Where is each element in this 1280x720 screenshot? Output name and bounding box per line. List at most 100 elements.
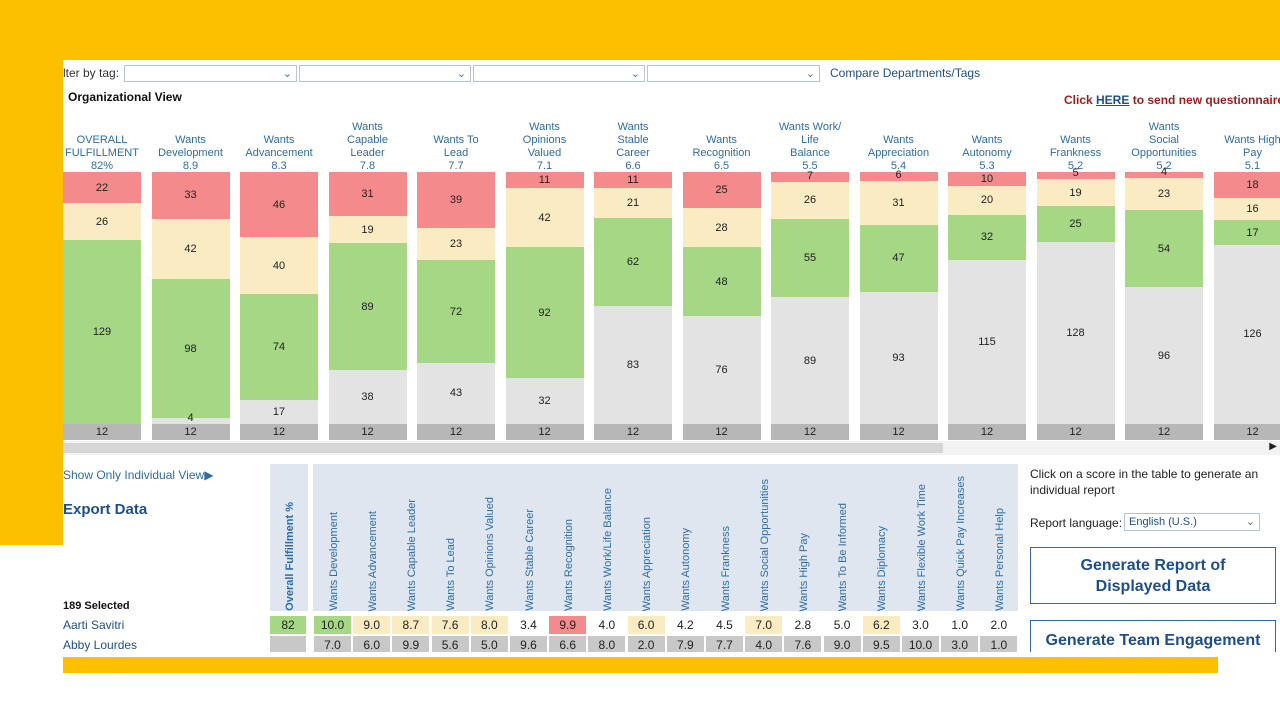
bar-segment-green[interactable]: 32 xyxy=(948,214,1026,261)
bar-segment-yellow[interactable]: 26 xyxy=(63,203,141,241)
compare-departments-link[interactable]: Compare Departments/Tags xyxy=(830,66,981,80)
scroll-right-icon[interactable]: ▶ xyxy=(1269,441,1277,452)
bar-segment-green[interactable]: 89 xyxy=(328,243,407,370)
score-cell[interactable]: 2.8 xyxy=(784,616,822,634)
score-cell[interactable]: 5.0 xyxy=(470,636,508,652)
bar-segment-green[interactable]: 129 xyxy=(63,240,141,424)
score-column-header[interactable]: Wants Capable Leader xyxy=(392,464,431,611)
score-cell[interactable]: 9.5 xyxy=(862,636,900,652)
scrollbar-thumb[interactable] xyxy=(63,443,943,453)
bar-segment-gray[interactable]: 96 xyxy=(1125,287,1203,424)
score-cell[interactable]: 9.9 xyxy=(392,636,430,652)
bar-segment-green[interactable]: 47 xyxy=(859,224,938,292)
score-column-header[interactable]: Wants Opinions Valued xyxy=(471,464,510,611)
bar-segment-green[interactable]: 74 xyxy=(240,294,318,400)
score-cell[interactable]: 7.9 xyxy=(666,636,704,652)
column-header[interactable]: Wants Stable Career 6.6 xyxy=(588,121,678,173)
bar-segment-red[interactable]: 4 xyxy=(1125,166,1203,178)
bar-segment-green[interactable]: 54 xyxy=(1125,210,1203,288)
score-column-header[interactable]: Wants To Be Informed xyxy=(824,464,863,611)
employee-name[interactable]: Aarti Savitri xyxy=(63,618,125,632)
overall-fulfillment-cell[interactable]: 82 xyxy=(270,616,306,634)
bar-segment-red[interactable]: 5 xyxy=(1036,167,1115,180)
tag-filter-dropdown-2[interactable]: ⌄ xyxy=(299,65,471,82)
bar-segment-yellow[interactable]: 16 xyxy=(1213,197,1280,221)
score-cell[interactable]: 8.0 xyxy=(588,636,626,652)
bar-segment-green[interactable]: 98 xyxy=(151,278,230,419)
score-cell[interactable]: 4.2 xyxy=(666,616,704,634)
bar-segment-yellow[interactable]: 23 xyxy=(417,227,495,261)
overall-fulfillment-cell[interactable] xyxy=(270,636,306,652)
bar-segment-gray[interactable]: 43 xyxy=(417,362,495,424)
score-cell[interactable]: 7.6 xyxy=(431,616,469,634)
bar-segment-gray[interactable]: 76 xyxy=(682,315,761,424)
column-header[interactable]: Wants Opinions Valued 7.1 xyxy=(500,121,590,173)
score-column-header[interactable]: Wants Work/Life Balance xyxy=(588,464,627,611)
bar-segment-yellow[interactable]: 19 xyxy=(328,216,407,244)
column-header[interactable]: Wants Social Opportunities 5.2 xyxy=(1119,121,1209,173)
bar-segment-yellow[interactable]: 19 xyxy=(1036,179,1115,207)
score-column-header[interactable]: Wants Diplomacy xyxy=(863,464,902,611)
tag-filter-dropdown-3[interactable]: ⌄ xyxy=(473,65,645,82)
score-cell[interactable]: 9.9 xyxy=(549,616,587,634)
score-cell[interactable]: 8.0 xyxy=(470,616,508,634)
column-header[interactable]: Wants Appreciation 5.4 xyxy=(854,134,944,173)
bar-segment-yellow[interactable]: 42 xyxy=(151,218,230,279)
bar-segment-gray[interactable]: 4 xyxy=(151,412,230,424)
column-header[interactable]: Wants Work/Life Balance 5.5 xyxy=(765,121,855,173)
bar-segment-red[interactable]: 10 xyxy=(948,172,1026,187)
bar-segment-red[interactable]: 33 xyxy=(151,172,230,219)
column-header[interactable]: Wants Recognition 6.5 xyxy=(677,134,767,173)
bar-segment-red[interactable]: 46 xyxy=(240,172,318,238)
score-cell[interactable]: 9.6 xyxy=(510,636,547,652)
bar-segment-gray[interactable]: 115 xyxy=(948,260,1026,424)
bar-segment-yellow[interactable]: 28 xyxy=(682,207,761,248)
bar-segment-gray[interactable]: 17 xyxy=(240,399,318,424)
score-cell[interactable]: 1.0 xyxy=(941,616,979,634)
bar-segment-red[interactable]: 31 xyxy=(328,172,407,217)
report-language-select[interactable]: English (U.S.) ⌄ xyxy=(1124,513,1260,531)
bar-segment-green[interactable]: 17 xyxy=(1213,220,1280,245)
score-cell[interactable]: 5.0 xyxy=(823,616,861,634)
bar-segment-gray[interactable]: 83 xyxy=(594,305,672,424)
bar-segment-green[interactable]: 25 xyxy=(1036,206,1115,242)
column-header[interactable]: Wants Capable Leader 7.8 xyxy=(323,121,413,173)
score-cell[interactable]: 7.0 xyxy=(745,616,783,634)
score-column-header[interactable]: Wants Frankness xyxy=(706,464,745,611)
bar-segment-red[interactable]: 6 xyxy=(859,169,938,181)
score-cell[interactable]: 6.2 xyxy=(862,616,900,634)
score-cell[interactable]: 2.0 xyxy=(627,636,665,652)
tag-filter-dropdown-4[interactable]: ⌄ xyxy=(647,65,820,82)
bar-segment-yellow[interactable]: 42 xyxy=(505,187,584,248)
score-cell[interactable]: 9.0 xyxy=(823,636,861,652)
show-individual-view-link[interactable]: Show Only Individual View▶ xyxy=(63,468,214,482)
score-column-header[interactable]: Wants Social Opportunities xyxy=(745,464,784,611)
score-column-header[interactable]: Wants To Lead xyxy=(432,464,471,611)
score-cell[interactable]: 4.0 xyxy=(745,636,783,652)
bar-segment-yellow[interactable]: 31 xyxy=(859,180,938,225)
bar-segment-gray[interactable]: 93 xyxy=(859,291,938,424)
bar-segment-green[interactable]: 62 xyxy=(594,217,672,306)
score-column-header[interactable]: Wants Recognition xyxy=(549,464,588,611)
bar-segment-green[interactable]: 72 xyxy=(417,260,495,363)
score-column-header[interactable]: Wants High Pay xyxy=(784,464,823,611)
bar-segment-red[interactable]: 25 xyxy=(682,172,761,208)
column-header[interactable]: Wants Autonomy 5.3 xyxy=(942,134,1032,173)
score-column-header[interactable]: Wants Flexible Work Time xyxy=(902,464,941,611)
score-cell[interactable]: 7.7 xyxy=(706,636,743,652)
here-link[interactable]: HERE xyxy=(1096,93,1130,107)
score-cell[interactable]: 7.6 xyxy=(784,636,822,652)
bar-segment-red[interactable]: 11 xyxy=(594,172,672,188)
score-column-header[interactable]: Wants Stable Career xyxy=(510,464,549,611)
score-cell[interactable]: 10.0 xyxy=(314,616,351,634)
score-column-header[interactable]: Wants Quick Pay Increases xyxy=(941,464,980,611)
score-cell[interactable]: 3.0 xyxy=(902,616,939,634)
column-header[interactable]: Wants Frankness 5.2 xyxy=(1031,134,1121,173)
overall-fulfillment-header[interactable]: Overall Fulfillment % xyxy=(270,464,309,611)
bar-segment-yellow[interactable]: 21 xyxy=(594,187,672,218)
bar-segment-yellow[interactable]: 26 xyxy=(771,181,849,219)
score-cell[interactable]: 9.0 xyxy=(353,616,391,634)
score-column-header[interactable]: Wants Personal Help xyxy=(980,464,1019,611)
bar-segment-gray[interactable]: 128 xyxy=(1036,241,1115,424)
score-column-header[interactable]: Wants Autonomy xyxy=(667,464,706,611)
